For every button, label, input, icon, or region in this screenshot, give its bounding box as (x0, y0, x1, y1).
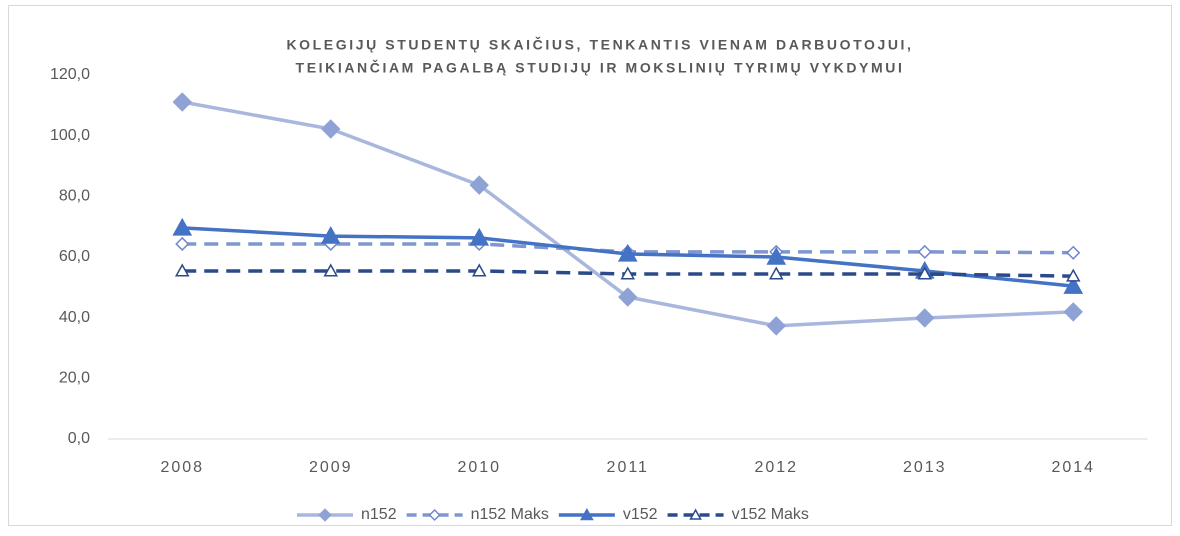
x-tick-label: 2012 (754, 459, 798, 476)
marker (618, 287, 638, 307)
marker (915, 308, 935, 328)
y-tick-label: 20,0 (59, 370, 90, 387)
marker (469, 175, 489, 195)
marker (689, 508, 702, 520)
marker (175, 236, 190, 252)
y-tick-label: 80,0 (59, 188, 90, 205)
marker (617, 243, 638, 262)
chart-title: KOLEGIJŲ STUDENTŲ SKAIČIUS, TENKANTIS VI… (286, 36, 913, 53)
marker (620, 266, 636, 280)
y-tick-label: 100,0 (50, 127, 90, 144)
marker (917, 244, 932, 259)
marker (580, 507, 594, 521)
marker (320, 226, 341, 244)
marker (318, 508, 332, 522)
marker (768, 266, 784, 280)
marker (766, 316, 786, 336)
marker (172, 92, 192, 112)
marker (323, 263, 339, 277)
chart-title: TEIKIANČIAM PAGALBĄ STUDIJŲ IR MOKSLINIŲ… (296, 59, 905, 76)
marker (469, 227, 490, 246)
x-tick-label: 2014 (1051, 459, 1095, 476)
marker (321, 119, 341, 139)
legend-label: v152 (623, 506, 658, 523)
legend-label: v152 Maks (732, 506, 809, 523)
legend-label: n152 (361, 506, 397, 523)
x-tick-label: 2013 (903, 459, 947, 476)
marker (766, 246, 787, 265)
y-tick-label: 120,0 (50, 66, 90, 83)
marker (1065, 268, 1081, 282)
y-tick-label: 0,0 (68, 430, 90, 447)
marker (172, 217, 193, 236)
marker (917, 266, 933, 280)
x-tick-label: 2011 (607, 459, 649, 476)
marker (1063, 302, 1083, 322)
x-tick-label: 2010 (457, 459, 501, 476)
legend-label: n152 Maks (471, 506, 549, 523)
y-tick-label: 60,0 (59, 248, 90, 265)
marker (1066, 245, 1081, 260)
marker (174, 263, 190, 277)
marker (471, 263, 487, 277)
marker (1063, 276, 1084, 294)
x-tick-label: 2008 (160, 459, 204, 476)
marker (428, 508, 441, 522)
y-tick-label: 40,0 (59, 309, 90, 326)
x-tick-label: 2009 (309, 459, 353, 476)
